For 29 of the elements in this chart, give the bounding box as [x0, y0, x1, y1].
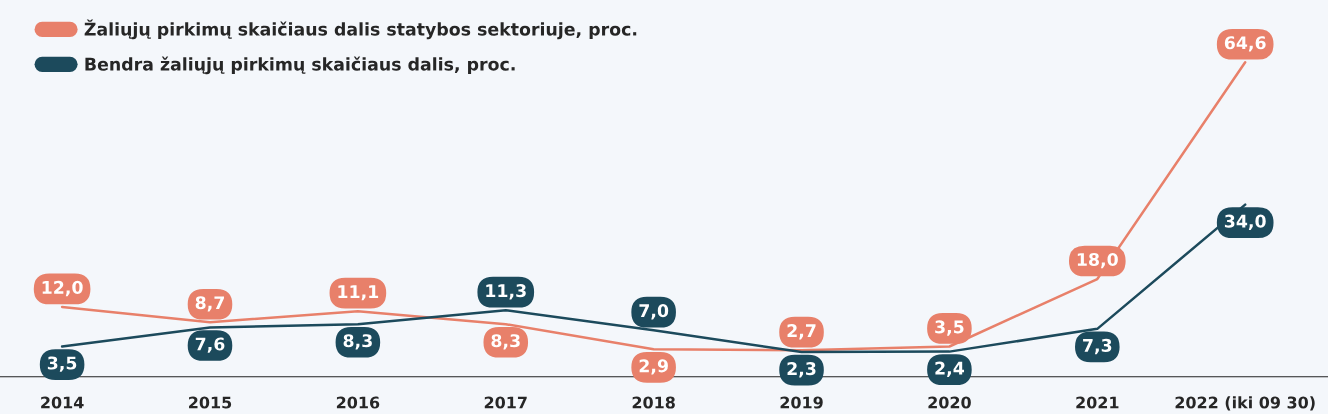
- data-label: 3,5: [935, 320, 964, 336]
- data-label: 8,7: [195, 296, 224, 312]
- x-tick-label: 2020: [928, 396, 971, 409]
- data-label: 8,3: [491, 334, 520, 350]
- data-label: 7,6: [195, 337, 225, 353]
- data-label: 2,7: [787, 324, 816, 340]
- legend-label: Žaliųjų pirkimų skaičiaus dalis statybos sektoriuje, proc.: [84, 19, 637, 40]
- data-label: 12,0: [42, 280, 83, 297]
- x-tick-label: 2015: [189, 396, 232, 409]
- data-label: 7,3: [1083, 338, 1112, 355]
- x-tick-label: 2018: [632, 396, 675, 409]
- data-label: 3,5: [47, 356, 77, 372]
- data-label: 18,0: [1077, 252, 1118, 269]
- data-label: 11,1: [338, 285, 379, 301]
- data-label: 2,9: [639, 359, 668, 375]
- data-label: 2,4: [935, 361, 964, 377]
- x-tick-label: 2017: [484, 396, 527, 409]
- data-label: 64,6: [1224, 36, 1266, 52]
- legend-label: Bendra žaliųjų pirkimų skaičiaus dalis, proc.: [85, 56, 515, 75]
- x-tick-label: 2022 (iki 09 30): [1175, 396, 1315, 411]
- data-label: 34,0: [1224, 214, 1266, 230]
- data-label: 8,3: [343, 334, 372, 350]
- data-label: 2,3: [787, 362, 816, 378]
- x-tick-label: 2021: [1076, 396, 1119, 409]
- x-tick-label: 2019: [780, 396, 823, 409]
- data-label: 7,0: [639, 304, 669, 320]
- x-tick-label: 2016: [336, 396, 380, 409]
- data-label: 11,3: [486, 284, 526, 300]
- x-tick-label: 2014: [41, 396, 84, 409]
